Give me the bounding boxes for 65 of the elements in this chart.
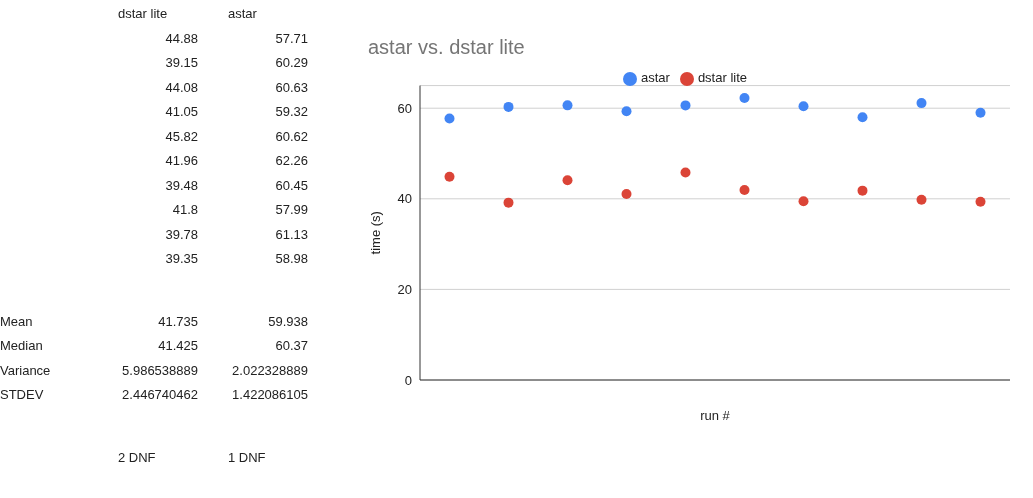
text: 39.35 [164, 251, 198, 267]
point [739, 92, 750, 103]
text: 59.32 [274, 104, 308, 120]
y-tick-label: 0 [404, 372, 412, 388]
point [621, 189, 632, 200]
y-tick-label: 40 [397, 191, 412, 207]
legend-label: astar [640, 70, 670, 85]
text: 2.446740462 [121, 387, 198, 403]
point [916, 194, 927, 205]
text: 1.422086105 [231, 387, 308, 403]
text: dstar lite [118, 5, 169, 21]
text: 41.8 [171, 202, 198, 218]
text: 39.78 [164, 226, 198, 242]
text: 41.425 [157, 338, 198, 354]
text: 39.48 [164, 177, 198, 193]
text: 57.71 [274, 30, 308, 46]
point [975, 107, 986, 118]
text: 44.88 [164, 30, 198, 46]
point [503, 101, 514, 112]
x-axis-title: run # [700, 408, 731, 423]
point [680, 100, 691, 111]
text: 2.022328889 [231, 362, 308, 378]
text: 58.98 [274, 251, 308, 267]
point [798, 196, 809, 207]
point [916, 98, 927, 109]
text: Median [0, 338, 44, 354]
text: 60.45 [274, 177, 308, 193]
text: 57.99 [274, 202, 308, 218]
point [562, 175, 573, 186]
text: 1 DNF [228, 449, 267, 465]
text: 5.986538889 [121, 362, 198, 378]
text: 59.938 [267, 313, 308, 329]
point [503, 197, 514, 208]
point [857, 112, 868, 123]
text: 44.08 [164, 79, 198, 95]
text: 60.63 [274, 79, 308, 95]
text: 61.13 [274, 226, 308, 242]
point [739, 184, 750, 195]
text: 60.37 [274, 338, 308, 354]
y-tick-label: 20 [397, 282, 412, 298]
point [444, 171, 455, 182]
text: 62.26 [274, 153, 308, 169]
text: 45.82 [164, 128, 198, 144]
point [444, 113, 455, 124]
text: 41.05 [164, 104, 198, 120]
text: STDEV [0, 387, 45, 403]
point [680, 167, 691, 178]
point [621, 106, 632, 117]
text: astar [228, 5, 258, 21]
text: Variance [0, 362, 52, 378]
text: 60.29 [274, 55, 308, 71]
text: 60.62 [274, 128, 308, 144]
legend-label: dstar lite [697, 70, 748, 85]
point [798, 101, 809, 112]
chart-title: astar vs. dstar lite [368, 36, 525, 59]
text: 41.735 [157, 313, 198, 329]
y-tick-label: 60 [397, 100, 412, 116]
y-axis-title: time (s) [367, 211, 383, 255]
text: Mean [0, 313, 34, 329]
text: 2 DNF [118, 449, 157, 465]
text: 41.96 [164, 153, 198, 169]
point [562, 100, 573, 111]
text: 39.15 [164, 55, 198, 71]
point [857, 185, 868, 196]
point [975, 196, 986, 207]
